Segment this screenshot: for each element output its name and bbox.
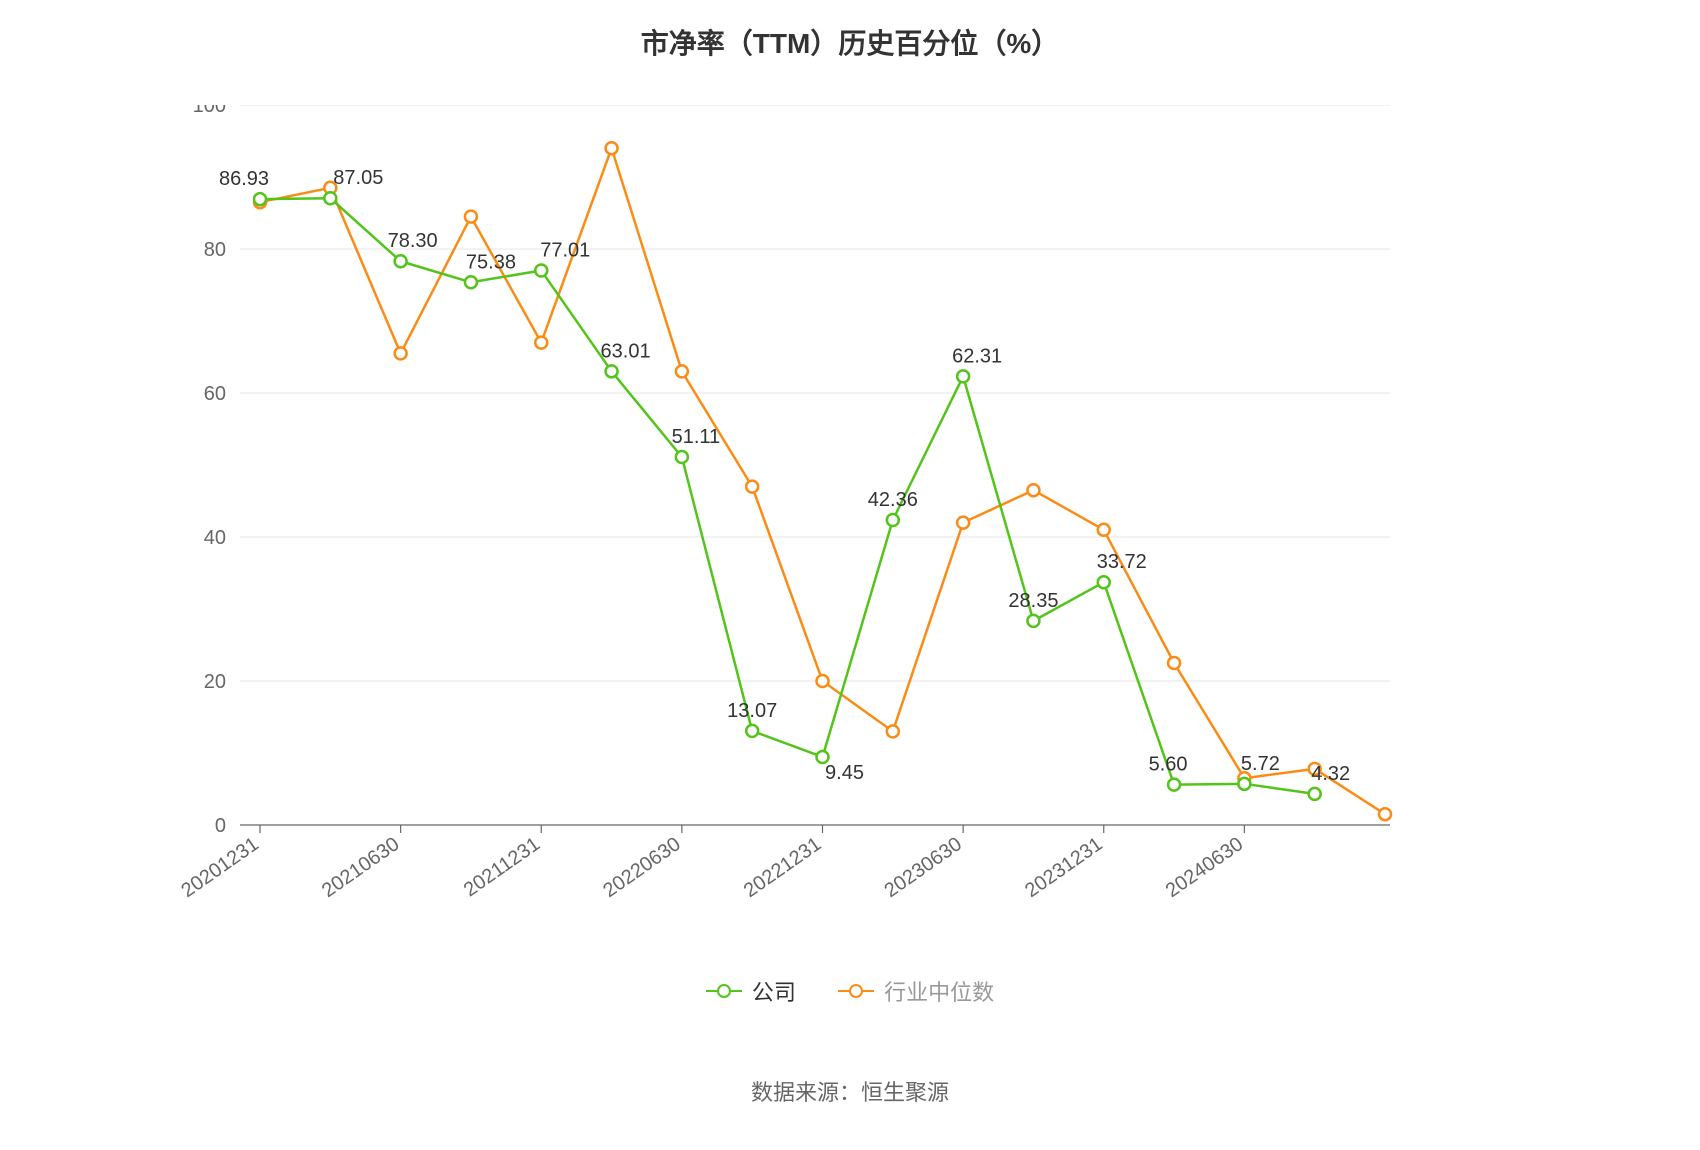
svg-text:63.01: 63.01 <box>601 340 651 362</box>
chart-title: 市净率（TTM）历史百分位（%） <box>0 22 1700 62</box>
svg-text:33.72: 33.72 <box>1097 551 1147 573</box>
svg-text:28.35: 28.35 <box>1008 590 1058 612</box>
svg-text:20201231: 20201231 <box>180 833 263 902</box>
svg-text:80: 80 <box>204 239 226 261</box>
svg-text:20240630: 20240630 <box>1162 833 1248 902</box>
legend-item-industry: 行业中位数 <box>838 975 994 1007</box>
legend-swatch-company <box>706 982 742 1000</box>
svg-text:4.32: 4.32 <box>1311 763 1350 785</box>
svg-text:20231231: 20231231 <box>1021 833 1107 902</box>
svg-text:42.36: 42.36 <box>868 489 918 511</box>
svg-text:20210630: 20210630 <box>318 833 404 902</box>
svg-text:77.01: 77.01 <box>540 240 590 262</box>
svg-text:75.38: 75.38 <box>466 251 516 273</box>
data-source-label: 数据来源：恒生聚源 <box>0 1075 1700 1107</box>
svg-text:5.60: 5.60 <box>1149 754 1188 776</box>
svg-text:20211231: 20211231 <box>460 833 544 901</box>
svg-text:78.30: 78.30 <box>388 230 438 252</box>
legend-label-industry: 行业中位数 <box>884 975 994 1007</box>
chart-plot-area: 0204060801002020123120210630202112312022… <box>240 105 1390 825</box>
svg-text:40: 40 <box>204 527 226 549</box>
svg-text:86.93: 86.93 <box>219 168 269 190</box>
svg-text:0: 0 <box>215 815 226 837</box>
legend-swatch-industry <box>838 982 874 1000</box>
svg-text:60: 60 <box>204 383 226 405</box>
svg-text:20: 20 <box>204 671 226 693</box>
svg-text:51.11: 51.11 <box>672 426 721 448</box>
svg-text:9.45: 9.45 <box>825 762 864 784</box>
legend-label-company: 公司 <box>752 975 796 1007</box>
svg-text:20220630: 20220630 <box>599 833 685 902</box>
svg-text:20230630: 20230630 <box>880 833 966 902</box>
chart-legend: 公司 行业中位数 <box>0 975 1700 1007</box>
legend-item-company: 公司 <box>706 975 796 1007</box>
svg-text:62.31: 62.31 <box>952 345 1002 367</box>
svg-text:20221231: 20221231 <box>740 833 826 902</box>
svg-text:100: 100 <box>193 105 226 117</box>
svg-text:5.72: 5.72 <box>1241 753 1280 775</box>
svg-text:13.07: 13.07 <box>727 700 777 722</box>
svg-text:87.05: 87.05 <box>333 167 383 189</box>
